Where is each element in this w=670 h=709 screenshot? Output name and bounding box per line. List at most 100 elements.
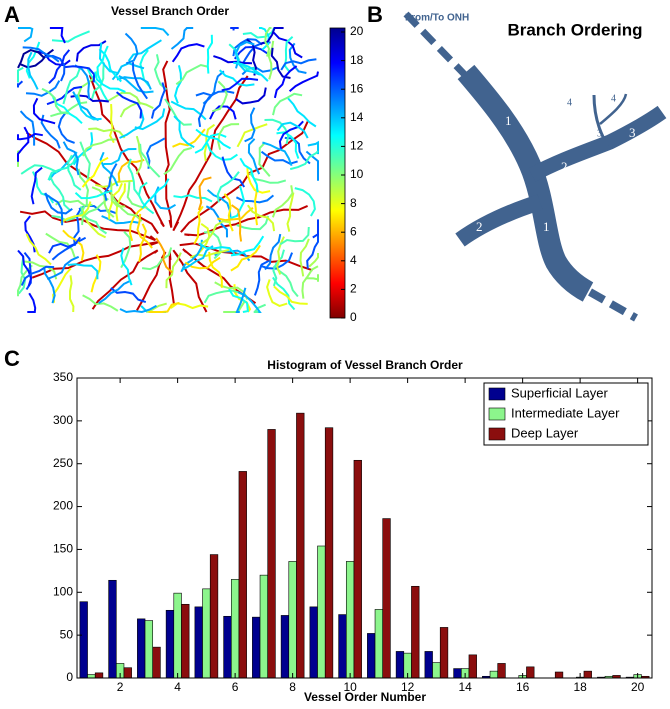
vessel: [253, 185, 259, 226]
vessel: [88, 74, 165, 228]
vessel: [134, 108, 166, 131]
axes-box: [76, 377, 653, 679]
vessel: [17, 249, 33, 287]
vessel: [230, 235, 265, 257]
bar: [432, 662, 441, 679]
branch-label: 1: [543, 219, 550, 234]
vessel: [110, 287, 147, 304]
bar: [367, 633, 376, 679]
vessel: [273, 285, 308, 305]
vessel: [153, 54, 168, 91]
vessel: [25, 233, 52, 266]
x-tick-label: 8: [289, 680, 296, 694]
vessel: [175, 63, 209, 86]
vessel: [208, 251, 223, 288]
vessel: [223, 301, 246, 313]
vessel: [59, 201, 92, 224]
y-tick-label: 200: [53, 499, 73, 513]
vessel: [217, 123, 240, 150]
vessel: [289, 150, 319, 171]
vessel: [172, 75, 249, 232]
vessel: [206, 34, 214, 74]
vessel: [259, 252, 294, 270]
colorbar: [329, 27, 346, 319]
vessel: [206, 142, 238, 161]
bar: [202, 588, 211, 679]
vessel: [219, 69, 255, 87]
vessel: [221, 156, 246, 188]
vessel: [202, 70, 225, 105]
vessel: [40, 114, 61, 149]
vessel: [139, 143, 161, 178]
legend-swatch: [488, 407, 506, 421]
bar: [468, 654, 477, 679]
vessel: [234, 48, 261, 76]
vessel: [312, 219, 319, 239]
vessel: [233, 61, 269, 82]
vessel: [148, 301, 180, 313]
vessel: [288, 71, 319, 93]
x-tick-label: 18: [573, 680, 587, 694]
vessel: [184, 256, 221, 270]
colorbar-tick-label: 4: [350, 253, 357, 267]
vessel: [46, 255, 80, 281]
vessel: [57, 111, 75, 144]
bar: [238, 471, 247, 679]
vessel: [273, 65, 298, 99]
vessel: [272, 92, 303, 116]
vessel: [246, 167, 271, 194]
diagram-title: Branch Ordering: [507, 20, 642, 39]
dashed-vessel: [588, 288, 638, 322]
branch-label: 4: [567, 97, 572, 108]
vessel: [120, 231, 132, 269]
vessel: [62, 229, 85, 261]
vessel: [30, 166, 43, 205]
vessel: [119, 304, 157, 314]
vessel: [128, 205, 146, 242]
vessel: [17, 126, 30, 162]
vessel: [41, 87, 69, 115]
vessel: [82, 294, 119, 312]
vessel: [165, 252, 182, 289]
x-tick-label: 14: [458, 680, 472, 694]
bar: [223, 615, 232, 679]
bar: [583, 670, 592, 679]
legend-box: [483, 382, 649, 446]
vessel: [49, 27, 66, 44]
vessel: [301, 265, 319, 299]
colorbar-tick-label: 10: [350, 167, 364, 181]
vessel: [272, 249, 285, 287]
vessel: [115, 91, 143, 119]
x-tick-label: 12: [401, 680, 415, 694]
vessel: [86, 66, 109, 102]
vessel: [119, 101, 154, 118]
vessel: [198, 242, 236, 255]
bar: [259, 574, 269, 679]
y-tick-label: 0: [66, 670, 73, 684]
vessel: [253, 260, 270, 296]
vessel: [200, 220, 231, 245]
vessel: [264, 27, 272, 57]
vessel: [111, 62, 145, 81]
bar: [194, 606, 203, 679]
vessel: [140, 27, 170, 37]
vessel: [287, 97, 317, 128]
bar: [554, 671, 564, 679]
vessel: [195, 128, 231, 150]
vessel: [230, 27, 239, 31]
panel-label: A: [4, 2, 20, 27]
bar: [382, 518, 391, 679]
vessel: [271, 185, 294, 218]
vessel: [150, 82, 166, 119]
branch-label: 2: [476, 219, 483, 234]
vessel: [51, 30, 90, 43]
vessel: [74, 64, 91, 100]
vessel: [294, 187, 316, 217]
vessel: [80, 206, 108, 235]
y-tick-label: 350: [53, 370, 73, 384]
branch-diagram: [403, 11, 667, 322]
plot-area: 0 50 100 150 200 250 300 350 2 4 6 8 10 12 14 16 18 20 Sup…: [53, 370, 653, 694]
bar: [395, 651, 405, 679]
vessel: [280, 58, 317, 71]
bar: [324, 427, 334, 679]
